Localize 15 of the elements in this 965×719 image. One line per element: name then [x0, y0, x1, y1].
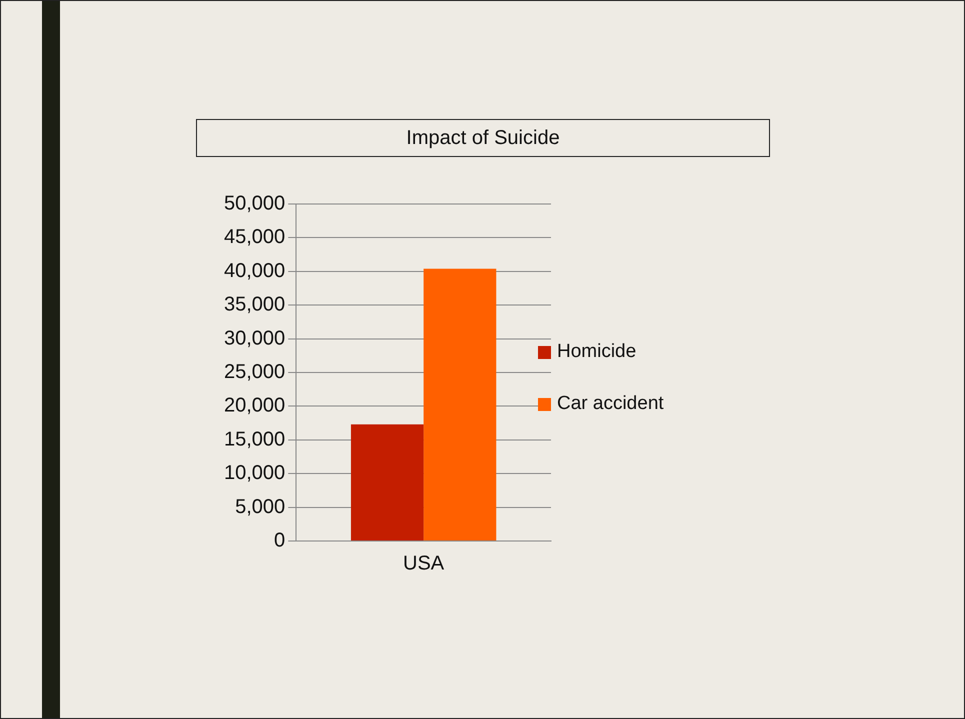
legend-label: Homicide [557, 341, 636, 363]
y-tick-label: 5,000 [235, 496, 286, 518]
y-tick-label: 40,000 [224, 260, 286, 282]
y-tick-label: 35,000 [224, 294, 286, 316]
y-tick-label: 30,000 [224, 327, 286, 350]
legend-label: Car accident [557, 393, 664, 415]
y-tick-label: 15,000 [224, 428, 286, 450]
y-tick-label: 0 [274, 530, 286, 552]
y-tick-label: 50,000 [224, 192, 286, 215]
y-tick-label: 45,000 [224, 226, 286, 248]
y-tick-label: 10,000 [224, 462, 286, 484]
x-tick-label: USA [403, 552, 445, 575]
chart-title: Impact of Suicide [196, 119, 770, 157]
y-tick-label: 25,000 [224, 361, 286, 384]
y-tick-label: 20,000 [224, 394, 286, 417]
